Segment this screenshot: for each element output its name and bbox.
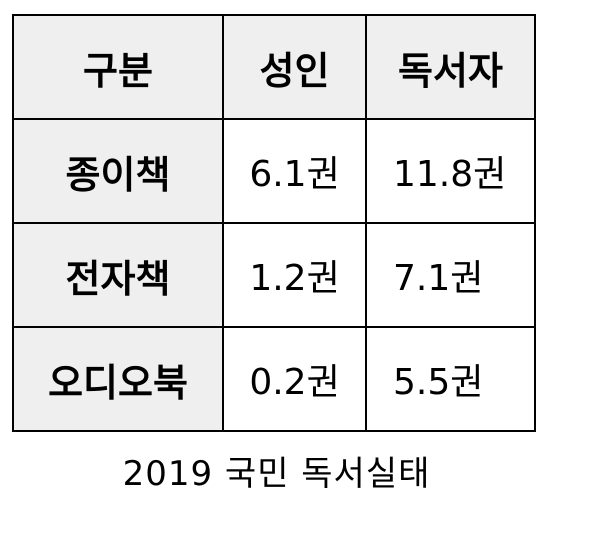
row-label-ebook: 전자책 <box>12 222 224 328</box>
reading-stats-table: 구분 성인 독서자 종이책 6.1권 11.8권 전자책 1.2권 7.1권 오… <box>12 14 536 432</box>
table-row: 오디오북 0.2권 5.5권 <box>12 326 536 432</box>
cell-paper-book-reader: 11.8권 <box>365 118 536 224</box>
header-reader: 독서자 <box>365 14 536 120</box>
table-row: 종이책 6.1권 11.8권 <box>12 118 536 224</box>
cell-audiobook-adult: 0.2권 <box>222 326 367 432</box>
table-caption: 2019 국민 독서실태 <box>122 454 431 494</box>
cell-paper-book-adult: 6.1권 <box>222 118 367 224</box>
table-header-row: 구분 성인 독서자 <box>12 14 536 120</box>
row-label-audiobook: 오디오북 <box>12 326 224 432</box>
cell-audiobook-reader: 5.5권 <box>365 326 536 432</box>
header-category: 구분 <box>12 14 224 120</box>
table-row: 전자책 1.2권 7.1권 <box>12 222 536 328</box>
cell-ebook-adult: 1.2권 <box>222 222 367 328</box>
cell-ebook-reader: 7.1권 <box>365 222 536 328</box>
header-adult: 성인 <box>222 14 367 120</box>
row-label-paper-book: 종이책 <box>12 118 224 224</box>
